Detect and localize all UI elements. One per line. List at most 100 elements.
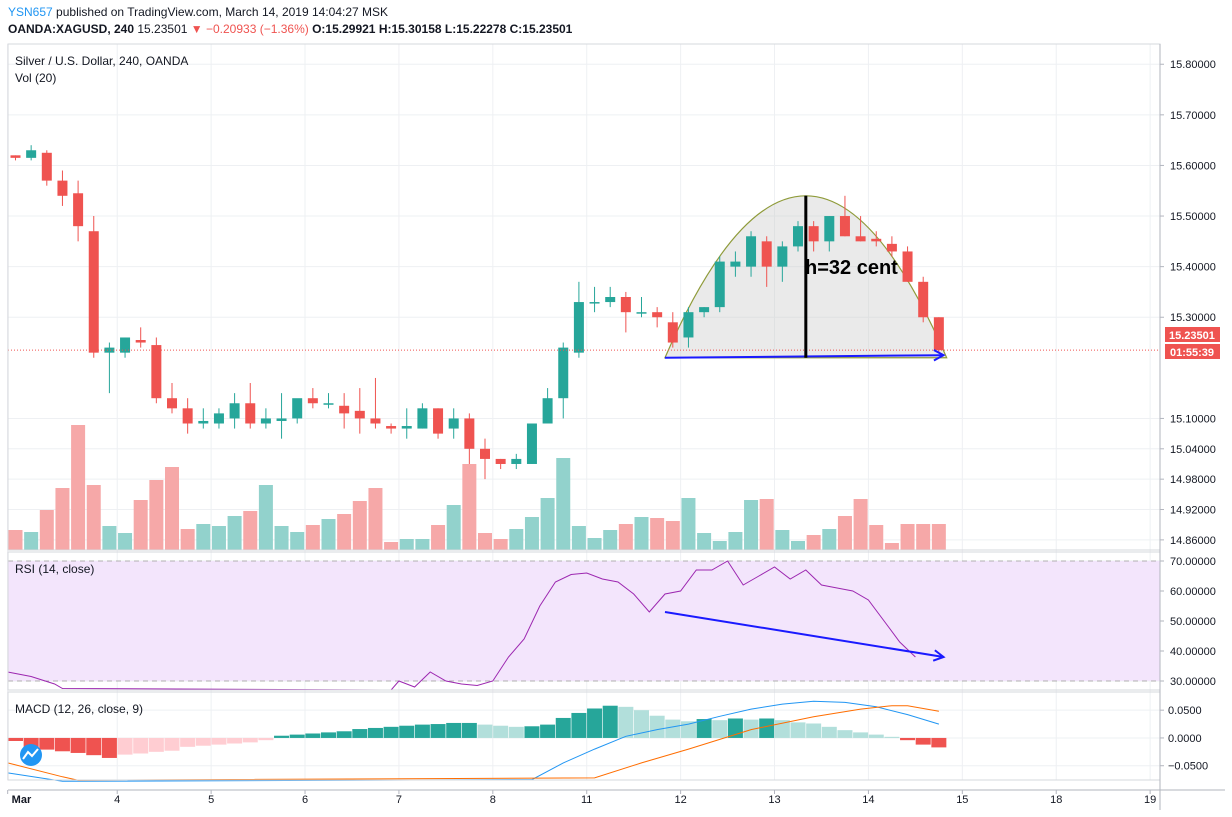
price-axis-label: 15.50000 (1170, 211, 1216, 223)
price-chart-title: Silver / U.S. Dollar, 240, OANDA (15, 54, 188, 68)
macd-histogram-bar (117, 737, 133, 755)
macd-histogram-bar (508, 726, 524, 738)
dome-base-arrow (664, 354, 944, 359)
published-info: published on TradingView.com, March 14, … (56, 5, 389, 19)
candle-body (401, 426, 412, 429)
volume-bar (759, 499, 774, 550)
volume-bar (556, 458, 571, 550)
candle-body (10, 155, 21, 158)
macd-histogram-bar (23, 737, 39, 748)
volume-bar (180, 529, 195, 550)
macd-histogram-bar (759, 718, 775, 738)
volume-bar (837, 516, 852, 550)
candle-body (526, 423, 537, 464)
volume-bar (884, 543, 899, 550)
candle-body (198, 420, 209, 424)
panel-frames (7, 43, 1225, 810)
price-axis-label: 14.86000 (1170, 535, 1216, 547)
price-axis-label: 15.10000 (1170, 413, 1216, 425)
macd-histogram-bar (39, 737, 55, 750)
volume-bars (8, 425, 946, 550)
time-axis-label: 12 (675, 794, 687, 806)
macd-histogram-bar (680, 721, 696, 738)
rsi-axis-label: 60.00000 (1170, 586, 1216, 598)
candle-body (589, 302, 600, 304)
volume-bar (697, 533, 712, 550)
volume-bar (822, 529, 837, 550)
publish-line: YSN657 published on TradingView.com, Mar… (8, 5, 388, 19)
volume-bar (446, 505, 461, 550)
candle-body (573, 302, 584, 353)
macd-histogram-bar (352, 729, 368, 738)
time-axis-label: 11 (581, 794, 592, 806)
time-axis-label: 8 (490, 794, 496, 806)
candle-body (104, 347, 115, 353)
volume-bar (196, 524, 211, 550)
candle-body (276, 418, 287, 421)
candle-body (511, 458, 522, 464)
volume-bar (118, 533, 133, 550)
macd-histogram-bar (305, 733, 321, 738)
candle-body (354, 410, 365, 419)
candle-body (620, 297, 631, 313)
tradingview-logo (20, 744, 42, 766)
rsi-line (7, 560, 916, 691)
macd-axis-label: −0.0500 (1168, 761, 1208, 773)
volume-bar (399, 539, 414, 550)
candle-body (120, 337, 131, 353)
macd-histogram-bar (70, 737, 86, 753)
candle-body (652, 312, 663, 318)
volume-bar (681, 498, 696, 550)
candle-body (88, 231, 99, 353)
macd-histogram-bar (540, 724, 556, 738)
volume-bar (368, 488, 383, 550)
dome-height-annotation: h=32 cent (805, 257, 898, 279)
candle-body (902, 251, 913, 282)
macd-histogram-bar (634, 710, 649, 738)
candle-body (605, 297, 616, 303)
volume-bar (290, 532, 305, 550)
time-axis-label: 7 (396, 794, 402, 806)
volume-bar (149, 480, 164, 550)
last-price-tag-text: 15.23501 (1169, 330, 1215, 342)
volume-bar (227, 516, 242, 550)
candle-body (260, 418, 271, 424)
candle-body (182, 408, 193, 424)
candle-body (542, 398, 553, 424)
macd-histogram-bar (587, 708, 603, 738)
candle-body (871, 238, 882, 242)
volume-bar (337, 514, 352, 550)
volume-bar (431, 525, 446, 550)
macd-histogram-bar (900, 737, 916, 741)
candle-body (448, 418, 459, 429)
volume-bar (86, 485, 101, 550)
macd-histogram-bar (414, 724, 430, 738)
candle-body (41, 152, 52, 181)
candle-body (229, 403, 240, 419)
volume-bar (634, 517, 649, 550)
macd-histogram-bar (133, 737, 149, 754)
indicator-lines (7, 560, 947, 782)
volume-bar (853, 499, 868, 550)
rsi-title: RSI (14, close) (15, 562, 94, 576)
volume-bar (618, 524, 633, 550)
candle-body (839, 216, 850, 237)
rsi-band (8, 560, 1160, 682)
ohlc-open: O:15.29921 (312, 22, 376, 36)
volume-bar (211, 526, 226, 550)
volume-bar (352, 501, 367, 550)
volume-bar (524, 517, 539, 550)
macd-histogram-bar (289, 734, 305, 738)
time-axis-label: 15 (956, 794, 968, 806)
volume-bar (24, 532, 39, 550)
volume-bar (509, 529, 524, 550)
candle-body (323, 403, 334, 405)
candle-body (714, 261, 725, 308)
time-axis-label: 5 (208, 794, 214, 806)
candle-body (808, 226, 819, 242)
rsi-axis-label: 40.00000 (1170, 646, 1216, 658)
macd-title: MACD (12, 26, close, 9) (15, 702, 143, 716)
author-username[interactable]: YSN657 (8, 5, 53, 19)
macd-histogram-bar (868, 734, 884, 738)
